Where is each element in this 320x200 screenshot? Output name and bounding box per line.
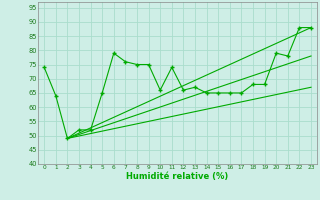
X-axis label: Humidité relative (%): Humidité relative (%) xyxy=(126,172,229,181)
